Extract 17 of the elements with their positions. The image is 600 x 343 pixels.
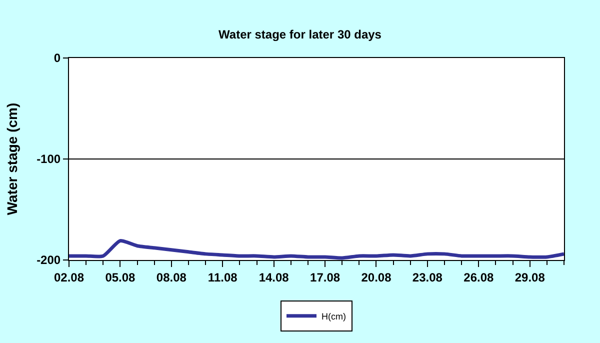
y-axis-title: Water stage (cm) xyxy=(4,102,20,216)
chart-title: Water stage for later 30 days xyxy=(218,28,382,42)
y-tick-label: -200 xyxy=(36,253,61,268)
x-tick-label: 26.08 xyxy=(464,270,494,284)
legend-label: H(cm) xyxy=(322,311,346,322)
x-tick-label: 14.08 xyxy=(258,270,290,284)
y-tick-label: -100 xyxy=(36,152,61,166)
y-tick-label: 0 xyxy=(54,51,61,66)
x-tick-label: 08.08 xyxy=(156,270,187,284)
x-tick-label: 05.08 xyxy=(105,270,136,284)
x-tick-label: 17.08 xyxy=(310,270,340,284)
x-tick-label: 29.08 xyxy=(514,270,546,284)
x-tick-label: 02.08 xyxy=(54,270,84,284)
x-tick-label: 11.08 xyxy=(208,270,238,284)
x-tick-label: 23.08 xyxy=(412,270,443,284)
x-tick-label: 20.08 xyxy=(361,270,392,284)
line-series xyxy=(69,239,564,260)
